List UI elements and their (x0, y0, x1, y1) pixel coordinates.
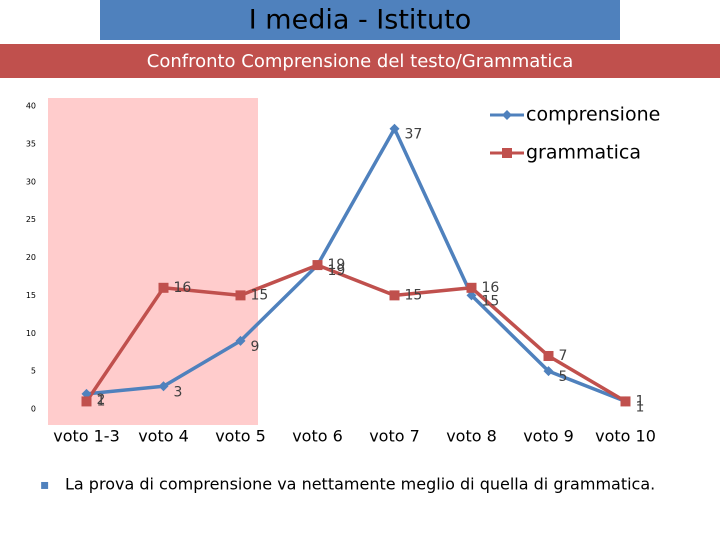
data-label: 15 (405, 287, 423, 303)
x-tick-label: voto 7 (369, 427, 420, 446)
series-line (86, 126, 627, 404)
y-tick-label: 30 (26, 177, 36, 186)
x-tick-label: voto 6 (292, 427, 343, 446)
data-label: 1 (636, 399, 645, 415)
legend-label: grammatica (526, 142, 641, 164)
marker (543, 366, 554, 377)
marker (389, 290, 400, 301)
y-tick-label: 5 (31, 367, 36, 376)
data-label: 3 (174, 384, 183, 400)
data-label: 5 (559, 369, 568, 385)
marker (81, 396, 92, 407)
highlight-area (48, 98, 258, 425)
y-tick-label: 35 (26, 139, 36, 148)
data-label: 16 (482, 280, 500, 296)
marker (620, 396, 631, 407)
marker (81, 388, 92, 399)
data-label: 19 (328, 263, 346, 279)
data-label: 15 (482, 293, 500, 309)
data-label: 7 (559, 348, 568, 364)
slide-title: I media - Istituto (249, 5, 471, 36)
marker (235, 335, 246, 346)
data-label: 15 (251, 287, 269, 303)
data-label: 1 (97, 393, 106, 409)
x-tick-label: voto 4 (138, 427, 189, 446)
note: La prova di comprensione va nettamente m… (65, 475, 655, 494)
marker (466, 282, 477, 293)
marker (389, 123, 400, 134)
x-tick-label: voto 8 (446, 427, 497, 446)
x-tick-label: voto 5 (215, 427, 266, 446)
y-tick-label: 20 (26, 253, 36, 262)
subtitle: Confronto Comprensione del testo/Grammat… (147, 51, 574, 72)
y-tick-label: 25 (26, 215, 36, 224)
data-label: 19 (328, 257, 346, 273)
data-label: 9 (251, 339, 260, 355)
y-tick-label: 0 (31, 405, 36, 414)
y-tick-label: 10 (26, 329, 36, 338)
x-tick-label: voto 1-3 (53, 427, 120, 446)
marker (312, 260, 323, 271)
data-label: 16 (174, 280, 192, 296)
legend-marker (502, 110, 512, 120)
marker (466, 290, 477, 301)
legend-marker (502, 148, 512, 158)
title-bar (100, 0, 620, 40)
y-tick-label: 15 (26, 291, 36, 300)
marker (158, 381, 169, 392)
y-tick-label: 40 (26, 102, 36, 111)
series-line (85, 263, 627, 403)
bullet: ▪ (40, 477, 50, 493)
marker (235, 290, 246, 301)
data-label: 2 (97, 392, 106, 408)
legend-label: comprensione (526, 104, 660, 126)
data-label: 37 (405, 127, 423, 143)
x-tick-label: voto 10 (595, 427, 656, 446)
marker (543, 350, 554, 361)
marker (158, 282, 169, 293)
data-label: 1 (636, 393, 645, 409)
subtitle-bar (0, 44, 720, 78)
x-tick-label: voto 9 (523, 427, 574, 446)
